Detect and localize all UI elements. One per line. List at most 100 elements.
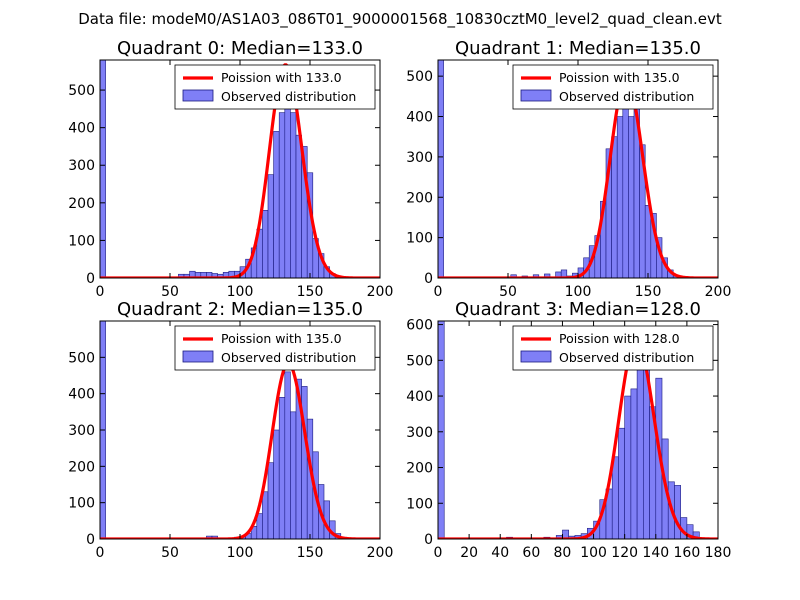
y-tick-label: 100 (406, 496, 433, 512)
x-tick-label: 200 (705, 284, 732, 300)
x-tick-label: 120 (611, 545, 638, 561)
hist-bar (636, 356, 644, 539)
legend: Poission with 135.0 Observed distribution (512, 64, 714, 110)
x-tick-label: 0 (434, 545, 443, 561)
legend: Poission with 128.0 Observed distribution (512, 325, 714, 371)
y-tick-label: 200 (406, 190, 433, 206)
hist-bar (618, 427, 625, 539)
x-tick-label: 100 (227, 545, 254, 561)
hist-bar (290, 112, 297, 278)
figure-suptitle: Data file: modeM0/AS1A03_086T01_90000015… (78, 10, 722, 29)
y-tick-label: 500 (68, 83, 95, 99)
legend-hist-label: Observed distribution (221, 89, 356, 104)
panel-3: 0 20 40 60 80 100 120 140 160 1800100200300400500… (406, 299, 731, 561)
axes-frame (437, 320, 719, 540)
y-tick-label: 300 (68, 423, 95, 439)
y-tick-label: 500 (406, 69, 433, 85)
panel-title: Quadrant 3: Median=128.0 (455, 299, 701, 320)
legend-box (512, 325, 714, 371)
hist-bar (438, 321, 445, 539)
legend-hist-label: Observed distribution (221, 350, 356, 365)
x-tick-label: 0 (96, 284, 105, 300)
hist-bar (616, 116, 624, 278)
hist-bar (290, 411, 297, 539)
hist-bar (622, 96, 629, 278)
legend-hist-label: Observed distribution (559, 350, 694, 365)
x-tick-label: 150 (297, 284, 324, 300)
x-tick-label: 160 (674, 545, 701, 561)
legend-box (174, 325, 376, 371)
hist-bar (692, 531, 700, 539)
hist-bar (284, 371, 291, 539)
hist-bar (295, 134, 302, 278)
x-tick-label: 150 (297, 545, 324, 561)
legend-box (174, 64, 376, 110)
hist-bar (267, 462, 274, 539)
y-tick-label: 500 (68, 350, 95, 366)
plot-area-1 (438, 60, 718, 278)
x-tick-label: 140 (642, 545, 669, 561)
panel-title: Quadrant 1: Median=135.0 (455, 38, 701, 59)
y-tick-label: 400 (68, 387, 95, 403)
hist-bar (438, 60, 444, 278)
legend-hist-swatch (520, 89, 552, 102)
legend-line-label: Poission with 133.0 (221, 70, 342, 85)
x-tick-label: 50 (161, 284, 179, 300)
x-tick-label: 180 (705, 545, 732, 561)
hist-bar (262, 491, 269, 539)
legend: Poission with 135.0 Observed distribution (174, 325, 376, 371)
legend-hist-swatch (182, 350, 214, 363)
x-tick-label: 100 (580, 545, 607, 561)
x-tick-label: 40 (491, 545, 509, 561)
hist-bar (100, 60, 106, 278)
y-tick-label: 100 (68, 496, 95, 512)
y-tick-label: 200 (68, 196, 95, 212)
x-tick-label: 100 (227, 284, 254, 300)
hist-bar (611, 136, 618, 278)
y-tick-label: 300 (68, 158, 95, 174)
y-tick-label: 400 (68, 121, 95, 137)
y-tick-label: 200 (68, 459, 95, 475)
y-tick-label: 300 (406, 425, 433, 441)
y-tick-label: 500 (406, 353, 433, 369)
legend-hist-label: Observed distribution (559, 89, 694, 104)
y-tick-label: 400 (406, 110, 433, 126)
y-tick-label: 200 (406, 461, 433, 477)
panel-1: 0 50 100 150 200 0 100 200 300 400 500 Quadrant 1: … (406, 38, 731, 300)
hist-bar (278, 396, 286, 539)
y-tick-label: 100 (68, 233, 95, 249)
y-tick-label: 300 (406, 150, 433, 166)
hist-bar (560, 269, 568, 278)
hist-bar (674, 485, 681, 539)
x-tick-label: 50 (499, 284, 517, 300)
y-tick-label: 0 (86, 271, 95, 287)
hist-bar (630, 388, 638, 539)
x-tick-label: 200 (367, 284, 394, 300)
y-tick-label: 100 (406, 231, 433, 247)
x-tick-label: 50 (161, 545, 179, 561)
hist-bar (644, 205, 652, 278)
legend-line-label: Poission with 135.0 (221, 331, 342, 346)
legend: Poission with 133.0 Observed distribution (174, 64, 376, 110)
panel-title: Quadrant 2: Median=135.0 (117, 299, 363, 320)
y-tick-label: 0 (424, 271, 433, 287)
hist-bar (611, 456, 619, 539)
y-tick-label: 400 (406, 389, 433, 405)
x-tick-label: 100 (565, 284, 592, 300)
x-tick-label: 150 (635, 284, 662, 300)
hist-bar (628, 116, 635, 278)
x-tick-label: 0 (96, 545, 105, 561)
panel-title: Quadrant 0: Median=133.0 (117, 38, 363, 59)
legend-line-label: Poission with 128.0 (559, 331, 680, 346)
x-tick-label: 80 (554, 545, 572, 561)
legend-hist-swatch (182, 89, 214, 102)
hist-bar (273, 429, 280, 539)
legend-line-label: Poission with 135.0 (559, 70, 680, 85)
hist-bar (278, 112, 286, 278)
hist-bar (267, 174, 274, 278)
hist-bar (624, 395, 632, 539)
panel-0: 0 50 100 150 200 0 100 200 300 400 500 Quadrant 0: … (68, 38, 393, 300)
hist-bar (273, 131, 280, 278)
